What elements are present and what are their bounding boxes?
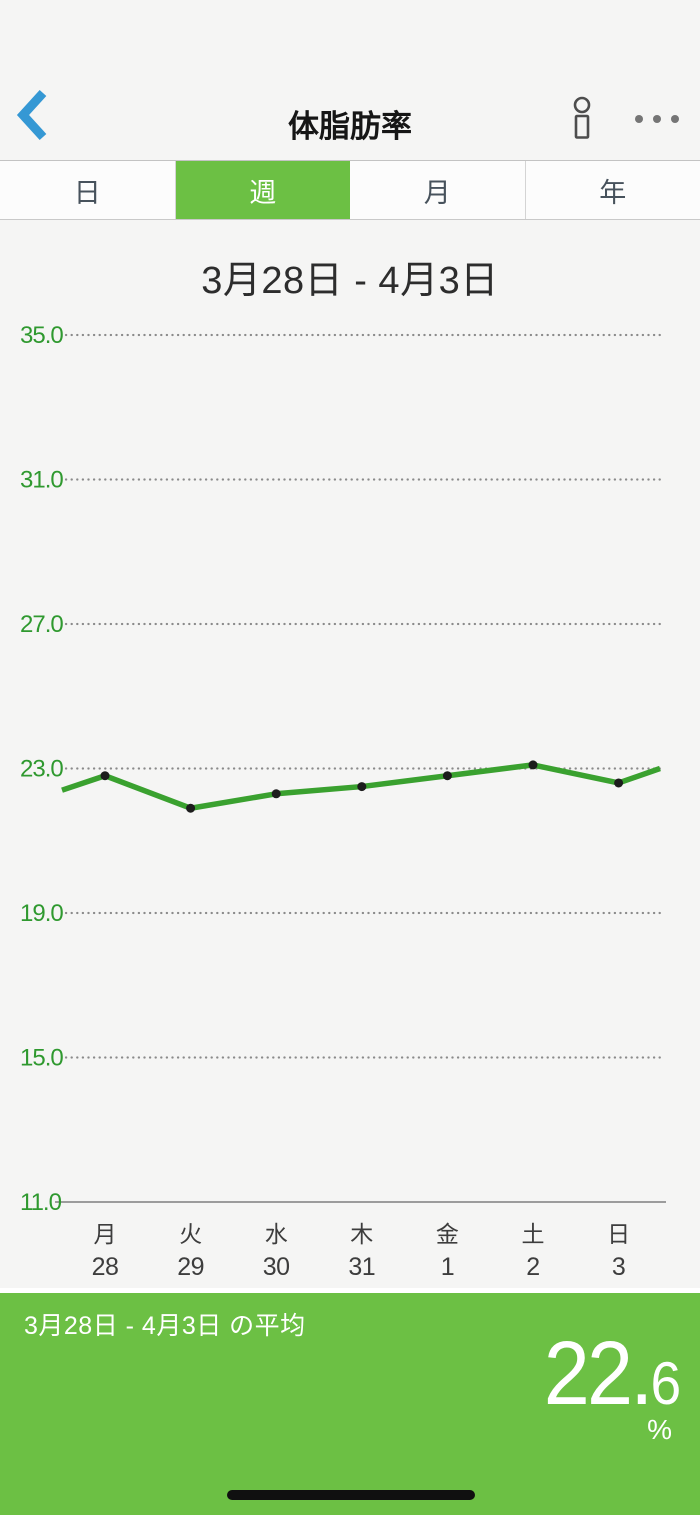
ellipsis-icon [653, 115, 661, 123]
average-summary-panel: 3月28日 - 4月3日 の平均 22.6 % [0, 1293, 700, 1515]
average-value-decimal: 6 [650, 1350, 681, 1417]
ellipsis-icon [635, 115, 643, 123]
x-label-day: 2 [526, 1253, 539, 1281]
x-label-weekday: 水 [265, 1221, 288, 1247]
x-label-day: 28 [92, 1253, 119, 1281]
average-value: 22.6 [543, 1323, 681, 1427]
weekly-line-chart: 35.031.027.023.019.015.011.0月28火29水30木31… [20, 322, 666, 1281]
data-point [100, 771, 110, 781]
more-options-button[interactable] [624, 98, 690, 140]
y-tick-label: 11.0 [20, 1189, 62, 1216]
tab-label: 日 [73, 177, 101, 208]
x-label-day: 30 [263, 1253, 290, 1281]
data-point [614, 778, 624, 788]
x-label-weekday: 金 [436, 1221, 459, 1247]
y-tick-label: 15.0 [20, 1045, 63, 1072]
y-tick-label: 19.0 [20, 900, 63, 927]
data-point [357, 782, 367, 792]
person-info-icon [573, 96, 591, 139]
x-label-weekday: 日 [607, 1221, 630, 1247]
y-tick-label: 23.0 [20, 756, 63, 783]
home-indicator[interactable] [227, 1490, 475, 1500]
tab-day[interactable]: 日 [0, 161, 176, 219]
y-tick-label: 27.0 [20, 611, 63, 638]
y-tick-label: 31.0 [20, 467, 63, 494]
tab-year[interactable]: 年 [526, 161, 700, 219]
x-label-day: 31 [348, 1253, 375, 1281]
average-value-main: 22. [543, 1324, 653, 1424]
ellipsis-icon [671, 115, 679, 123]
chart-period-title: 3月28日 - 4月3日 [201, 260, 499, 302]
chevron-left-icon [16, 89, 47, 141]
data-point [186, 803, 196, 813]
average-unit: % [647, 1414, 672, 1445]
tab-label: 週 [249, 177, 277, 208]
x-label-weekday: 木 [350, 1221, 373, 1247]
x-label-weekday: 月 [94, 1221, 117, 1247]
x-label-day: 29 [177, 1253, 204, 1281]
average-label: 3月28日 - 4月3日 の平均 [24, 1312, 306, 1340]
panel-divider [0, 1288, 700, 1293]
x-label-weekday: 火 [179, 1221, 202, 1247]
info-button[interactable] [570, 94, 598, 146]
tab-month[interactable]: 月 [350, 161, 526, 219]
data-point [271, 789, 281, 799]
x-label-day: 3 [612, 1253, 625, 1281]
period-tab-bar: 日週月年 [0, 160, 700, 220]
y-tick-label: 35.0 [20, 322, 63, 349]
x-label-weekday: 土 [522, 1221, 545, 1247]
data-point [528, 760, 538, 770]
tab-label: 月 [423, 177, 451, 208]
page-title: 体脂肪率 [288, 109, 412, 144]
back-button[interactable] [14, 88, 60, 146]
x-label-day: 1 [441, 1253, 454, 1281]
tab-label: 年 [599, 177, 627, 208]
tab-week[interactable]: 週 [175, 161, 350, 219]
data-point [442, 771, 452, 781]
